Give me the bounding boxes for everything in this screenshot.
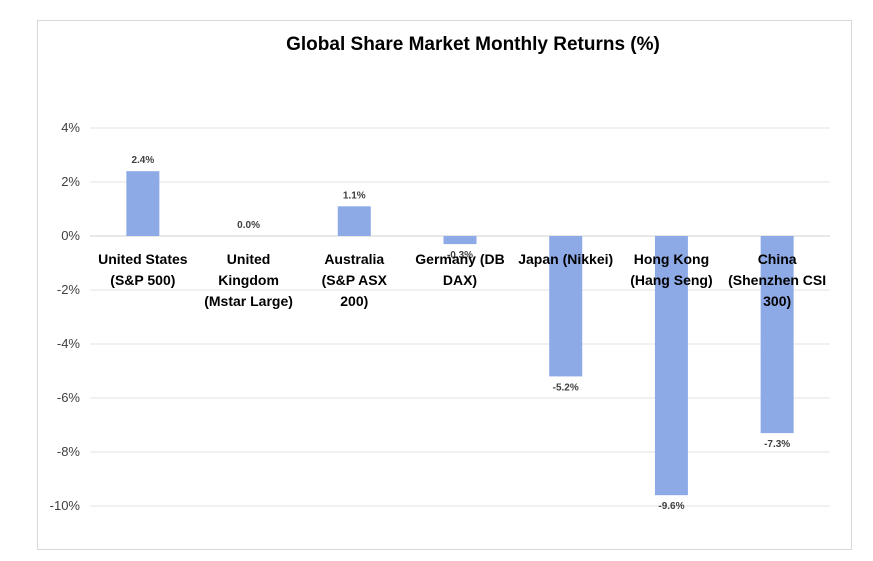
chart-frame [37,20,852,550]
data-label: 0.0% [237,220,260,231]
data-label: -5.2% [553,382,579,393]
bars [126,171,794,496]
y-tick-label: -4% [57,336,81,351]
category-label: Kingdom [218,272,279,288]
category-label: (S&P 500) [110,272,175,288]
y-tick-label: 0% [61,228,80,243]
data-labels: 2.4% 0.0% 1.1% -0.3% -5.2% -9.6% -7.3% [131,155,790,512]
category-label: United [227,251,271,267]
y-tick-label: -6% [57,390,81,405]
category-label: 200) [340,293,368,309]
category-label: (Mstar Large) [204,293,293,309]
category-label: China [758,251,797,267]
category-label: Hong Kong [634,251,709,267]
y-tick-label: 2% [61,174,80,189]
y-tick-label: 4% [61,120,80,135]
data-label: 2.4% [131,155,154,166]
data-label: -7.3% [764,439,790,450]
category-label: (Shenzhen CSI [728,272,826,288]
bar [443,236,477,245]
data-label: -0.3% [447,250,473,261]
bar [337,206,371,236]
y-tick-label: -8% [57,444,81,459]
data-label: 1.1% [343,190,366,201]
category-label: United States [98,251,188,267]
category-label: (S&P ASX [322,272,388,288]
category-label: DAX) [443,272,477,288]
bar [654,236,688,496]
category-label: Germany (DB [415,251,504,267]
data-label: -9.6% [658,501,684,512]
category-label: 300) [763,293,791,309]
bar [760,236,794,434]
chart-title: Global Share Market Monthly Returns (%) [286,34,660,55]
y-axis: 4% 2% 0% -2% -4% -6% -8% -10% [50,120,81,513]
category-label: Australia [324,251,384,267]
gridlines [90,127,830,507]
category-label: Japan (Nikkei) [518,251,613,267]
y-tick-label: -2% [57,282,81,297]
y-tick-label: -10% [50,498,81,513]
bar [126,171,160,236]
category-labels: United States (S&P 500) United Kingdom (Msta… [98,251,826,309]
category-label: (Hang Seng) [630,272,712,288]
bar [549,236,583,377]
